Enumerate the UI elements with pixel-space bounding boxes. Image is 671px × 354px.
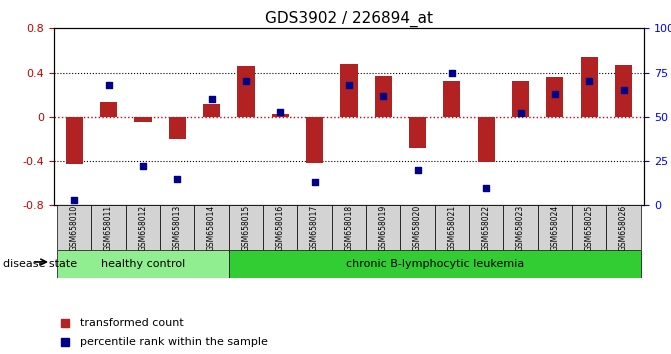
Point (446, 70, 457, 75)
FancyBboxPatch shape (125, 205, 160, 250)
Text: GSM658025: GSM658025 (584, 204, 594, 251)
Bar (66, 117, 83, 164)
FancyBboxPatch shape (572, 205, 607, 250)
Text: GSM658017: GSM658017 (310, 204, 319, 251)
Bar (546, 77, 564, 117)
Bar (409, 117, 426, 148)
Text: percentile rank within the sample: percentile rank within the sample (81, 337, 268, 347)
Point (344, 82, 354, 88)
FancyBboxPatch shape (607, 205, 641, 250)
Text: healthy control: healthy control (101, 259, 185, 269)
Point (515, 110, 526, 116)
FancyBboxPatch shape (435, 205, 469, 250)
Bar (512, 81, 529, 117)
Text: chronic B-lymphocytic leukemia: chronic B-lymphocytic leukemia (346, 259, 524, 269)
Bar (238, 66, 254, 117)
Bar (100, 102, 117, 117)
Bar (478, 117, 495, 162)
Text: GSM658010: GSM658010 (70, 204, 79, 251)
Text: GSM658011: GSM658011 (104, 204, 113, 251)
Text: GSM658018: GSM658018 (344, 204, 354, 251)
Bar (340, 64, 358, 117)
Text: GSM658013: GSM658013 (172, 204, 182, 251)
Bar (615, 65, 632, 117)
Bar (272, 114, 289, 117)
Text: GSM658020: GSM658020 (413, 204, 422, 251)
FancyBboxPatch shape (57, 250, 229, 278)
FancyBboxPatch shape (91, 205, 125, 250)
FancyBboxPatch shape (537, 205, 572, 250)
FancyBboxPatch shape (401, 205, 435, 250)
Point (584, 79, 595, 84)
FancyBboxPatch shape (195, 205, 229, 250)
Title: GDS3902 / 226894_at: GDS3902 / 226894_at (265, 11, 433, 27)
Point (412, 167, 423, 173)
FancyBboxPatch shape (469, 205, 503, 250)
FancyBboxPatch shape (331, 205, 366, 250)
Text: GSM658012: GSM658012 (138, 204, 148, 251)
FancyBboxPatch shape (297, 205, 331, 250)
Text: disease state: disease state (3, 259, 77, 269)
Point (275, 109, 286, 114)
Point (138, 164, 148, 169)
Text: transformed count: transformed count (81, 318, 184, 328)
Text: GSM658016: GSM658016 (276, 204, 285, 251)
Bar (168, 117, 186, 139)
Bar (134, 117, 152, 122)
FancyBboxPatch shape (229, 205, 263, 250)
Point (241, 79, 252, 84)
FancyBboxPatch shape (57, 205, 91, 250)
Text: GSM658026: GSM658026 (619, 204, 628, 251)
Text: GSM658022: GSM658022 (482, 204, 491, 251)
Point (481, 185, 492, 190)
Point (378, 93, 389, 98)
FancyBboxPatch shape (503, 205, 537, 250)
Bar (306, 117, 323, 163)
Point (69, 197, 80, 203)
Point (618, 87, 629, 93)
Text: GSM658019: GSM658019 (378, 204, 388, 251)
FancyBboxPatch shape (229, 250, 641, 278)
Point (206, 96, 217, 102)
Text: GSM658023: GSM658023 (516, 204, 525, 251)
Text: GSM658014: GSM658014 (207, 204, 216, 251)
Text: GSM658021: GSM658021 (448, 204, 456, 251)
Point (309, 179, 320, 185)
Text: GSM658024: GSM658024 (550, 204, 560, 251)
Bar (203, 104, 220, 117)
FancyBboxPatch shape (263, 205, 297, 250)
Point (550, 91, 560, 97)
Bar (444, 81, 460, 117)
FancyBboxPatch shape (366, 205, 401, 250)
Point (103, 82, 114, 88)
Bar (374, 76, 392, 117)
Point (172, 176, 183, 182)
FancyBboxPatch shape (160, 205, 195, 250)
Text: GSM658015: GSM658015 (242, 204, 250, 251)
Bar (580, 57, 598, 117)
